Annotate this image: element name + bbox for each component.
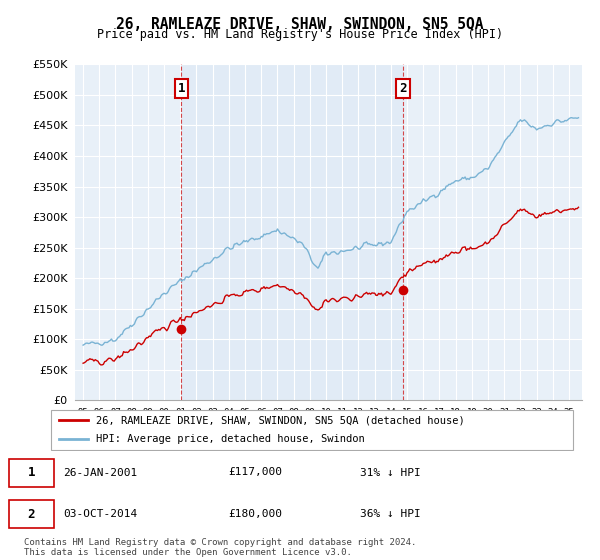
- Text: 1: 1: [178, 82, 185, 95]
- FancyBboxPatch shape: [50, 410, 574, 450]
- Text: 26, RAMLEAZE DRIVE, SHAW, SWINDON, SN5 5QA (detached house): 26, RAMLEAZE DRIVE, SHAW, SWINDON, SN5 5…: [95, 415, 464, 425]
- Text: £180,000: £180,000: [228, 509, 282, 519]
- Text: 2: 2: [28, 507, 35, 521]
- Text: 03-OCT-2014: 03-OCT-2014: [63, 509, 137, 519]
- Text: Price paid vs. HM Land Registry's House Price Index (HPI): Price paid vs. HM Land Registry's House …: [97, 28, 503, 41]
- Text: 26-JAN-2001: 26-JAN-2001: [63, 468, 137, 478]
- Text: 26, RAMLEAZE DRIVE, SHAW, SWINDON, SN5 5QA: 26, RAMLEAZE DRIVE, SHAW, SWINDON, SN5 5…: [116, 17, 484, 32]
- FancyBboxPatch shape: [9, 501, 54, 529]
- Text: 1: 1: [28, 466, 35, 479]
- Text: Contains HM Land Registry data © Crown copyright and database right 2024.
This d: Contains HM Land Registry data © Crown c…: [24, 538, 416, 557]
- Text: 36% ↓ HPI: 36% ↓ HPI: [360, 509, 421, 519]
- Bar: [181, 64, 403, 400]
- Text: 2: 2: [399, 82, 407, 95]
- Text: 31% ↓ HPI: 31% ↓ HPI: [360, 468, 421, 478]
- FancyBboxPatch shape: [9, 459, 54, 487]
- Text: £117,000: £117,000: [228, 468, 282, 478]
- Text: HPI: Average price, detached house, Swindon: HPI: Average price, detached house, Swin…: [95, 435, 364, 445]
